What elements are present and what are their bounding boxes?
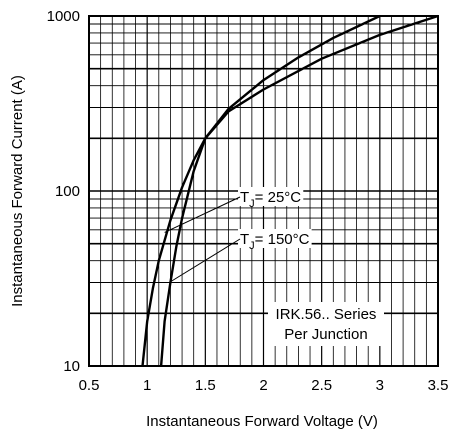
series-note-line-2: Per Junction — [284, 326, 367, 343]
series-line-tj-25c — [141, 14, 381, 367]
annotation-tj-150c-leader — [169, 238, 241, 283]
annotation-tj-25c-leader — [164, 196, 241, 233]
series-note-bg — [268, 302, 384, 346]
x-tick-label: 3 — [376, 377, 384, 394]
annotation-tj-25c-bg — [238, 187, 304, 206]
y-tick-label: 100 — [55, 183, 80, 200]
y-tick-label: 10 — [63, 358, 80, 375]
series-note-line-1: IRK.56.. Series — [276, 306, 377, 323]
annotation-tj-25c: TJ= 25°C — [240, 189, 301, 210]
annotation-tj-150c-bg — [238, 229, 312, 248]
annotation-tj-150c: TJ= 150°C — [240, 231, 310, 252]
x-tick-label: 3.5 — [428, 377, 449, 394]
y-tick-label: 1000 — [47, 8, 80, 25]
series-line-tj-150c — [159, 14, 439, 367]
x-tick-label: 1.5 — [195, 377, 216, 394]
x-axis-title: Instantaneous Forward Voltage (V) — [146, 413, 378, 430]
plot-frame — [88, 15, 439, 367]
x-tick-label: 2 — [259, 377, 267, 394]
x-tick-label: 1 — [143, 377, 151, 394]
curves — [141, 14, 439, 367]
y-axis-title: Instantaneous Forward Current (A) — [9, 75, 26, 307]
x-tick-label: 2.5 — [311, 377, 332, 394]
annotations: TJ= 25°C TJ= 150°C IRK.56.. Series Per Junc… — [164, 187, 384, 346]
x-tick-label: 0.5 — [79, 377, 100, 394]
tick-labels: 0.5 1 1.5 2 2.5 3 3.5 10 100 1000 — [47, 8, 449, 394]
